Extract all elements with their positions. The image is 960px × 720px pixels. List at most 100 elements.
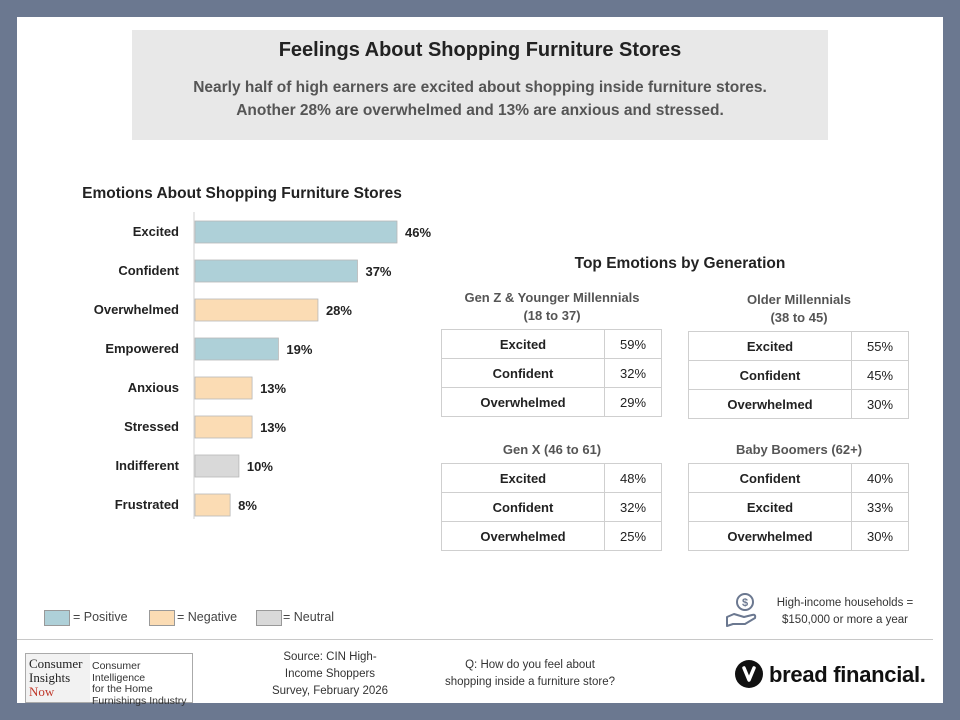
brand-name: bread financial [769,662,920,687]
emotion-label: Overwhelmed [441,387,605,417]
category-label: Indifferent [115,458,179,473]
table-row: Excited 48% [441,463,662,493]
baby-boomers-title: Baby Boomers (62+) [688,441,910,459]
gen-z-title: Gen Z & Younger Millennials (18 to 37) [441,289,663,325]
data-label: 19% [286,342,312,357]
category-label: Anxious [128,380,179,395]
cin-logo-line-3: Now [29,684,55,699]
svg-text:$: $ [742,597,748,609]
emotion-value: 40% [851,463,909,493]
gen-x-table: Excited 48% Confident 32% Overwhelmed 25% [441,463,662,551]
emotion-value: 30% [851,521,909,551]
source-line-1: Source: CIN High- [283,651,377,663]
older-millennials-title-line-2: (38 to 45) [770,310,828,325]
table-row: Overwhelmed 30% [688,521,909,551]
bread-logo-icon [735,660,763,688]
data-label: 46% [405,225,431,240]
legend-negative-swatch [149,610,175,626]
legend-negative-label: = Negative [177,610,238,624]
cin-tagline-line-1: Consumer Intelligence [92,660,146,684]
bar [194,298,319,322]
emotion-value: 48% [604,463,662,493]
data-label: 13% [260,381,286,396]
money-hand-icon: $ [726,593,757,627]
older-millennials-title: Older Millennials (38 to 45) [688,291,910,327]
emotion-label: Confident [688,360,852,390]
older-millennials-title-line-1: Older Millennials [746,292,852,307]
header-box: Feelings About Shopping Furniture Stores… [132,30,828,140]
data-label: 28% [326,303,352,318]
emotion-value: 29% [604,387,662,417]
bar [194,259,358,283]
emotion-value: 30% [851,389,909,419]
category-label: Frustrated [115,497,179,512]
emotion-value: 59% [604,329,662,359]
cin-logo-line-2: Insights [29,670,71,685]
legend-positive-swatch [44,610,70,626]
table-row: Confident 32% [441,358,662,388]
chart-title: Emotions About Shopping Furniture Stores [82,185,402,202]
table-row: Confident 32% [441,492,662,522]
data-label: 37% [365,264,391,279]
survey-question: Q: How do you feel about shopping inside… [435,657,625,691]
category-label: Excited [133,224,179,239]
baby-boomers-title-line-1: Baby Boomers (62+) [735,442,863,457]
page-subtitle: Nearly half of high earners are excited … [132,76,828,122]
emotion-label: Excited [688,331,852,361]
source-line-2: Income Shoppers [284,668,376,680]
table-row: Confident 40% [688,463,909,493]
generation-section-title: Top Emotions by Generation [574,255,786,272]
category-label: Confident [118,263,179,278]
emotion-value: 32% [604,492,662,522]
emotion-label: Confident [441,358,605,388]
bread-logo-text: bread financial. [769,662,926,688]
table-row: Overwhelmed 29% [441,387,662,417]
category-label: Empowered [105,341,179,356]
emotion-value: 33% [851,492,909,522]
emotion-label: Excited [441,463,605,493]
cin-tagline: Consumer Intelligence for the Home Furni… [92,660,192,707]
page-title: Feelings About Shopping Furniture Stores [278,39,682,61]
income-note: High-income households = $150,000 or mor… [757,595,933,629]
question-line-1: Q: How do you feel about [465,659,595,671]
legend-positive-label: = Positive [73,610,128,624]
emotion-label: Excited [441,329,605,359]
question-line-2: shopping inside a furniture store? [444,676,616,688]
gen-x-title: Gen X (46 to 61) [441,441,663,459]
category-label: Overwhelmed [94,302,179,317]
cin-logo-mark: Consumer Insights Now [26,654,90,702]
emotion-value: 32% [604,358,662,388]
gen-z-title-line-2: (18 to 37) [523,308,581,323]
table-row: Confident 45% [688,360,909,390]
data-label: 8% [238,498,257,513]
table-row: Overwhelmed 30% [688,389,909,419]
income-note-line-1: High-income households = [776,597,914,609]
bar [194,376,253,400]
brand-mark: . [919,662,926,687]
cin-tagline-line-2: for the Home [92,683,153,695]
cin-logo-line-1: Consumer [29,656,83,671]
income-note-line-2: $150,000 or more a year [782,614,908,626]
cin-logo: Consumer Insights Now Consumer Intellige… [25,653,193,706]
legend-neutral-swatch [256,610,282,626]
data-label: 10% [247,459,273,474]
older-millennials-table: Excited 55% Confident 45% Overwhelmed 30% [688,331,909,419]
slide: Feelings About Shopping Furniture Stores… [17,17,943,706]
subtitle-line-1: Nearly half of high earners are excited … [193,79,767,96]
emotion-label: Confident [441,492,605,522]
table-row: Excited 59% [441,329,662,359]
bar [194,454,240,478]
emotions-bar-chart: Excited 46% Confident 37% Overwhelmed 28% Empo… [94,212,431,519]
emotion-value: 45% [851,360,909,390]
data-label: 13% [260,420,286,435]
bar [194,337,279,361]
source-line-3: Survey, February 2026 [271,685,389,697]
emotion-label: Confident [688,463,852,493]
gen-z-title-line-1: Gen Z & Younger Millennials [464,290,640,305]
table-row: Excited 55% [688,331,909,361]
bar [194,220,398,244]
footer-divider [17,639,933,640]
table-row: Excited 33% [688,492,909,522]
emotion-value: 25% [604,521,662,551]
cin-tagline-line-3: Furnishings Industry [92,694,187,707]
